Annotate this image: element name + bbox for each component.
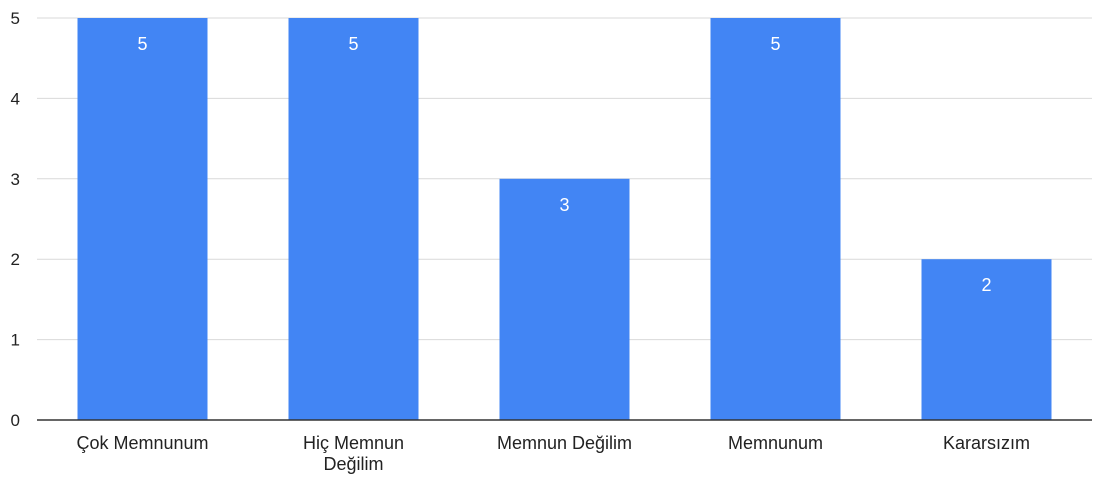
bar — [710, 18, 841, 420]
bars — [77, 18, 1052, 420]
bar — [921, 259, 1052, 420]
x-category-label: Hiç Memnun Değilim — [303, 433, 404, 474]
x-category-label: Memnun Değilim — [497, 433, 632, 453]
y-tick-label: 1 — [11, 331, 20, 350]
y-tick-label: 0 — [11, 411, 20, 430]
y-tick-label: 5 — [11, 9, 20, 28]
bar — [288, 18, 419, 420]
y-tick-label: 3 — [11, 170, 20, 189]
x-category-label: Kararsızım — [943, 433, 1030, 453]
y-axis-ticks: 0 1 2 3 4 5 — [11, 9, 20, 430]
bar-value-label: 3 — [559, 195, 569, 215]
x-category-label-line: Kararsızım — [943, 433, 1030, 453]
bar-value-label: 5 — [348, 34, 358, 54]
x-category-label-line: Memnunum — [728, 433, 823, 453]
bar — [499, 178, 630, 420]
x-category-label: Çok Memnunum — [76, 433, 208, 453]
y-tick-label: 2 — [11, 250, 20, 269]
bar-value-label: 5 — [770, 34, 780, 54]
x-category-label: Memnunum — [728, 433, 823, 453]
data-labels: 5 5 3 5 2 — [137, 34, 991, 295]
x-category-label-line: Memnun Değilim — [497, 433, 632, 453]
x-axis-categories: Çok Memnunum Hiç Memnun Değilim Memnun Deği… — [76, 433, 1030, 474]
bar-value-label: 2 — [981, 275, 991, 295]
x-category-label-line: Hiç Memnun — [303, 433, 404, 453]
bar-value-label: 5 — [137, 34, 147, 54]
y-tick-label: 4 — [11, 89, 20, 108]
x-category-label-line: Değilim — [323, 454, 383, 474]
bar — [77, 18, 208, 420]
x-category-label-line: Çok Memnunum — [76, 433, 208, 453]
